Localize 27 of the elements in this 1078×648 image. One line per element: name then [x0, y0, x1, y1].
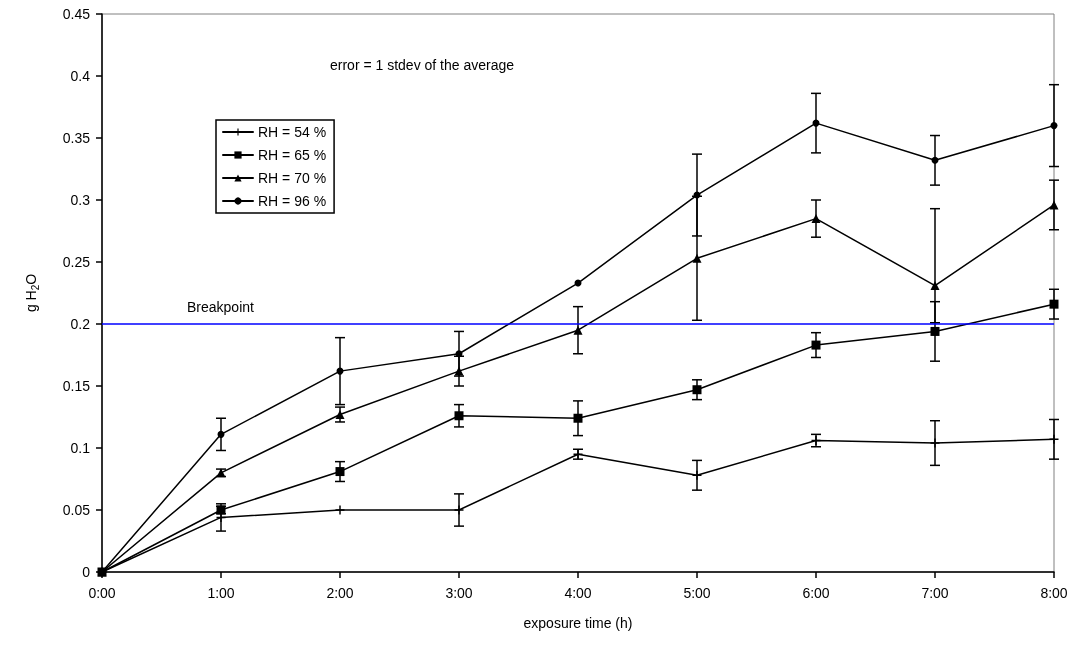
x-tick-label: 6:00	[802, 585, 830, 601]
x-tick-label: 0:00	[88, 585, 116, 601]
y-axis-title: g H2O	[23, 273, 41, 313]
annotation: error = 1 stdev of the average	[330, 57, 515, 73]
y-tick-label: 0	[82, 564, 91, 580]
legend-label: RH = 54 %	[258, 124, 327, 140]
x-axis-title: exposure time (h)	[523, 615, 633, 631]
y-tick-label: 0.2	[70, 316, 91, 332]
y-tick-label: 0.45	[62, 6, 91, 22]
y-tick-label: 0.35	[62, 130, 91, 146]
x-tick-label: 2:00	[326, 585, 354, 601]
x-tick-label: 4:00	[564, 585, 592, 601]
y-tick-label: 0.15	[62, 378, 91, 394]
y-tick-label: 0.3	[70, 192, 91, 208]
y-tick-label: 0.05	[62, 502, 91, 518]
x-tick-label: 5:00	[683, 585, 711, 601]
y-tick-label: 0.25	[62, 254, 91, 270]
x-tick-label: 8:00	[1040, 585, 1068, 601]
legend-label: RH = 96 %	[258, 193, 327, 209]
x-tick-label: 7:00	[921, 585, 949, 601]
x-tick-label: 3:00	[445, 585, 473, 601]
y-tick-label: 0.4	[70, 68, 91, 84]
x-tick-label: 1:00	[207, 585, 235, 601]
y-tick-label: 0.1	[70, 440, 91, 456]
legend-label: RH = 65 %	[258, 147, 327, 163]
legend-label: RH = 70 %	[258, 170, 327, 186]
ref-line-label: Breakpoint	[187, 299, 255, 315]
